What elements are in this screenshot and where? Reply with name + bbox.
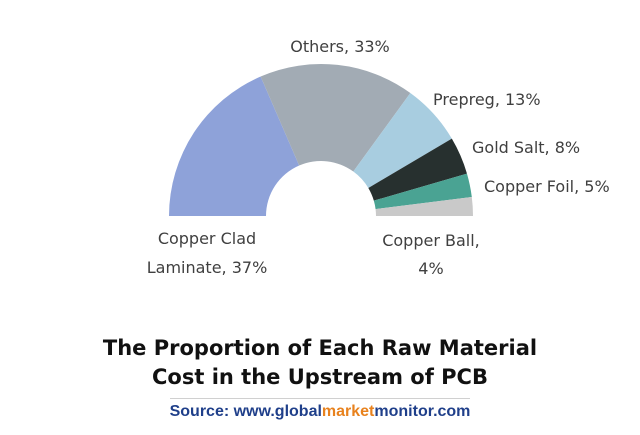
label-line: Prepreg, 13% bbox=[433, 90, 541, 109]
slice-copper-clad-laminate bbox=[169, 76, 300, 216]
source-line: Source: www.globalmarketmonitor.com bbox=[0, 403, 640, 421]
label-line: Gold Salt, 8% bbox=[472, 138, 580, 157]
slice-copper-foil bbox=[373, 173, 472, 210]
label-gold-salt: Gold Salt, 8% bbox=[472, 138, 580, 157]
chart-slices bbox=[169, 63, 473, 216]
slice-gold-salt bbox=[368, 138, 467, 201]
source-market: market bbox=[321, 403, 375, 420]
slice-prepreg bbox=[353, 93, 452, 189]
chart-title-line-1: The Proportion of Each Raw Material bbox=[102, 336, 538, 360]
half-donut-chart: Copper Clad Laminate, 37% Others, 33% Prepr… bbox=[147, 37, 610, 278]
source-global: global bbox=[274, 403, 322, 420]
label-line: 4% bbox=[418, 259, 443, 278]
chart-title-line-2: Cost in the Upstream of PCB bbox=[152, 365, 488, 389]
divider bbox=[170, 398, 470, 399]
source-monitor: monitor bbox=[374, 403, 434, 420]
slice-others bbox=[260, 63, 411, 172]
label-line: Others, 33% bbox=[290, 37, 390, 56]
chart-title: The Proportion of Each Raw Material Cost… bbox=[0, 334, 640, 392]
label-line: Copper Clad bbox=[158, 229, 256, 248]
label-line: Copper Foil, 5% bbox=[484, 177, 610, 196]
source-suffix: .com bbox=[433, 403, 471, 420]
label-copper-clad-laminate: Copper Clad Laminate, 37% bbox=[147, 229, 268, 277]
slice-copper-ball bbox=[375, 196, 473, 216]
label-prepreg: Prepreg, 13% bbox=[433, 90, 541, 109]
label-line: Laminate, 37% bbox=[147, 258, 268, 277]
label-others: Others, 33% bbox=[290, 37, 390, 56]
label-line: Copper Ball, bbox=[382, 231, 480, 250]
label-copper-foil: Copper Foil, 5% bbox=[484, 177, 610, 196]
chart-labels: Copper Clad Laminate, 37% Others, 33% Prepr… bbox=[147, 37, 610, 278]
source-prefix: Source: www. bbox=[169, 403, 275, 420]
label-copper-ball: Copper Ball, 4% bbox=[382, 231, 480, 278]
